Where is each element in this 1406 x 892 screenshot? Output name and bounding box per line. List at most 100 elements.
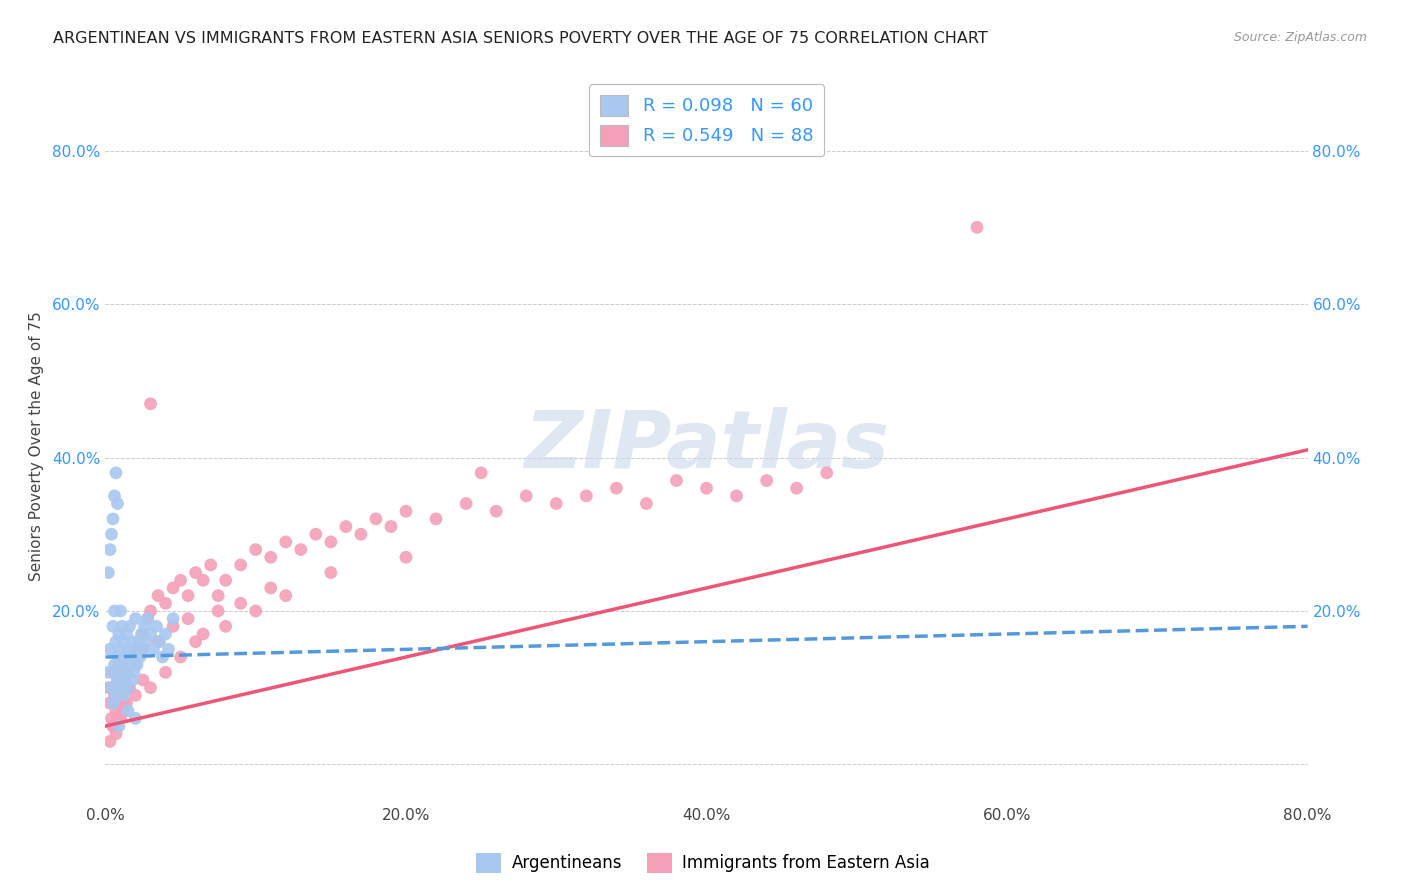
Point: [169, 574, 191, 588]
Point: [118, 681, 141, 695]
Point: [98, 734, 121, 748]
Point: [636, 497, 658, 511]
Point: [107, 650, 129, 665]
Point: [274, 589, 297, 603]
Point: [162, 581, 184, 595]
Point: [107, 497, 129, 511]
Point: [605, 481, 627, 495]
Point: [515, 489, 537, 503]
Point: [117, 681, 139, 695]
Point: [786, 481, 808, 495]
Point: [110, 604, 132, 618]
Point: [107, 673, 129, 687]
Point: [380, 519, 402, 533]
Point: [120, 650, 142, 665]
Point: [966, 220, 988, 235]
Point: [142, 642, 165, 657]
Point: [146, 634, 169, 648]
Point: [112, 634, 135, 648]
Point: [319, 566, 342, 580]
Point: [121, 634, 143, 648]
Point: [214, 619, 236, 633]
Point: [152, 650, 174, 665]
Point: [184, 566, 207, 580]
Point: [111, 657, 134, 672]
Point: [124, 612, 146, 626]
Point: [139, 604, 162, 618]
Point: [103, 604, 125, 618]
Point: [335, 519, 357, 533]
Point: [290, 542, 312, 557]
Point: [114, 673, 136, 687]
Point: [100, 711, 122, 725]
Y-axis label: Seniors Poverty Over the Age of 75: Seniors Poverty Over the Age of 75: [28, 311, 44, 581]
Point: [104, 466, 127, 480]
Point: [115, 627, 138, 641]
Point: [117, 642, 139, 657]
Point: [115, 665, 138, 680]
Point: [103, 657, 125, 672]
Point: [111, 689, 134, 703]
Point: [134, 619, 156, 633]
Point: [162, 619, 184, 633]
Text: ARGENTINEAN VS IMMIGRANTS FROM EASTERN ASIA SENIORS POVERTY OVER THE AGE OF 75 C: ARGENTINEAN VS IMMIGRANTS FROM EASTERN A…: [53, 31, 988, 46]
Point: [191, 574, 214, 588]
Legend: Argentineans, Immigrants from Eastern Asia: Argentineans, Immigrants from Eastern As…: [470, 847, 936, 880]
Point: [815, 466, 838, 480]
Point: [121, 650, 143, 665]
Point: [229, 558, 252, 572]
Point: [117, 681, 139, 695]
Point: [260, 550, 283, 565]
Point: [207, 589, 229, 603]
Point: [98, 642, 121, 657]
Point: [112, 689, 135, 703]
Point: [485, 504, 508, 518]
Point: [115, 696, 138, 710]
Point: [104, 727, 127, 741]
Point: [135, 634, 157, 648]
Point: [103, 689, 125, 703]
Point: [245, 542, 267, 557]
Point: [395, 550, 418, 565]
Point: [132, 642, 155, 657]
Point: [725, 489, 748, 503]
Point: [139, 397, 162, 411]
Point: [350, 527, 373, 541]
Point: [132, 642, 155, 657]
Point: [124, 689, 146, 703]
Point: [112, 704, 135, 718]
Point: [117, 704, 139, 718]
Point: [136, 612, 159, 626]
Point: [145, 619, 167, 633]
Point: [100, 681, 122, 695]
Point: [245, 604, 267, 618]
Point: [696, 481, 718, 495]
Text: ZIPatlas: ZIPatlas: [524, 407, 889, 485]
Point: [114, 673, 136, 687]
Point: [274, 535, 297, 549]
Point: [101, 512, 124, 526]
Point: [395, 504, 418, 518]
Point: [665, 474, 688, 488]
Point: [131, 627, 153, 641]
Point: [118, 657, 141, 672]
Point: [97, 665, 120, 680]
Point: [124, 711, 146, 725]
Point: [155, 665, 177, 680]
Point: [155, 627, 177, 641]
Point: [100, 527, 122, 541]
Point: [136, 612, 159, 626]
Point: [200, 558, 222, 572]
Point: [148, 634, 170, 648]
Point: [305, 527, 328, 541]
Point: [98, 542, 121, 557]
Point: [104, 704, 127, 718]
Point: [129, 650, 152, 665]
Point: [155, 596, 177, 610]
Point: [454, 497, 477, 511]
Point: [118, 619, 141, 633]
Point: [124, 642, 146, 657]
Point: [122, 665, 145, 680]
Point: [546, 497, 568, 511]
Point: [121, 673, 143, 687]
